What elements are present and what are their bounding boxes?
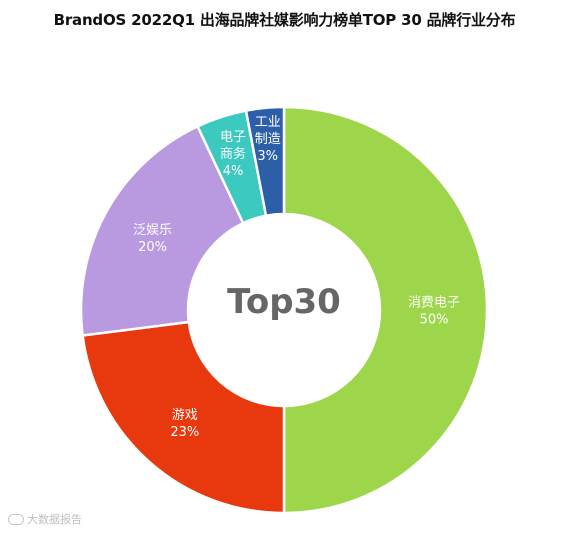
slice-1 [282,105,489,515]
slice-label-5-line-2: 制造 [255,132,281,147]
slice-label-1-line-2: 50% [420,313,449,328]
slice-label-3-line-1: 泛娱乐 [133,223,172,238]
slice-3 [79,124,245,337]
slice-label-5-line-3: 3% [257,149,278,164]
slice-5 [244,105,286,218]
slice-label-3-line-2: 20% [138,240,167,255]
slice-label-4-line-2: 商务 [220,146,246,162]
center-label: Top30 [227,282,341,322]
slice-2 [81,320,286,515]
slice-label-1-line-1: 消费电子 [408,296,460,311]
slice-label-4-line-1: 电子 [220,130,246,145]
watermark-text: 大数据报告 [27,513,82,526]
slice-label-4-line-3: 4% [223,164,244,179]
slice-label-2-line-1: 游戏 [172,408,198,423]
slice-label-5-line-1: 工业 [255,115,281,130]
slices-group [79,105,489,515]
watermark: 大数据报告 [8,511,82,527]
slice-label-2-line-2: 23% [170,425,199,440]
chart-title: BrandOS 2022Q1 出海品牌社媒影响力榜单TOP 30 品牌行业分布 [53,11,516,29]
watermark-logo-icon [8,513,24,525]
